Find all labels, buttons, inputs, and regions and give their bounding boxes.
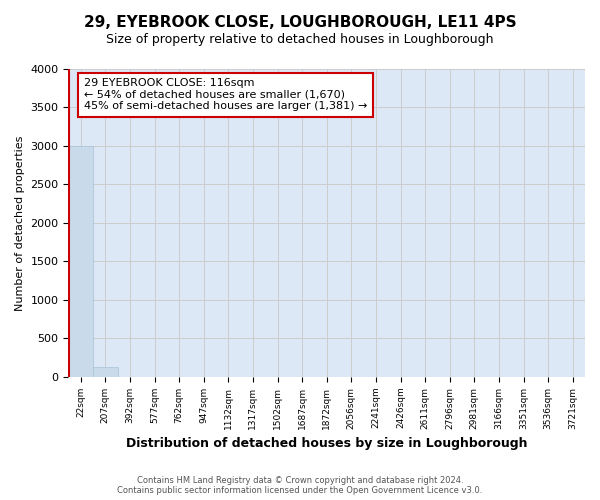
Text: 29 EYEBROOK CLOSE: 116sqm
← 54% of detached houses are smaller (1,670)
45% of se: 29 EYEBROOK CLOSE: 116sqm ← 54% of detac… [84, 78, 367, 112]
Text: Contains HM Land Registry data © Crown copyright and database right 2024.
Contai: Contains HM Land Registry data © Crown c… [118, 476, 482, 495]
Bar [93, 367, 118, 377]
Y-axis label: Number of detached properties: Number of detached properties [15, 135, 25, 310]
Text: 29, EYEBROOK CLOSE, LOUGHBOROUGH, LE11 4PS: 29, EYEBROOK CLOSE, LOUGHBOROUGH, LE11 4… [83, 15, 517, 30]
X-axis label: Distribution of detached houses by size in Loughborough: Distribution of detached houses by size … [126, 437, 527, 450]
Bar [68, 146, 93, 377]
Text: Size of property relative to detached houses in Loughborough: Size of property relative to detached ho… [106, 32, 494, 46]
